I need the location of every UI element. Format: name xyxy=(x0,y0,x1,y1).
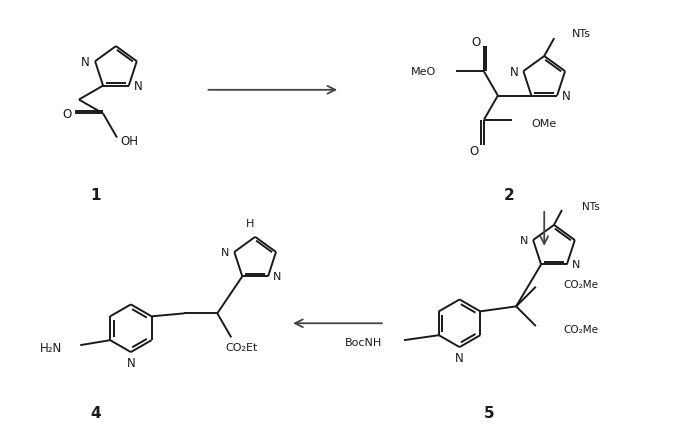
Text: 4: 4 xyxy=(91,405,101,420)
Text: CO₂Me: CO₂Me xyxy=(564,279,598,289)
Text: N: N xyxy=(273,272,281,282)
Text: N: N xyxy=(127,356,135,368)
Text: N: N xyxy=(572,260,580,270)
Text: O: O xyxy=(62,108,72,121)
Text: H: H xyxy=(246,219,254,228)
Text: O: O xyxy=(469,145,479,158)
Text: O: O xyxy=(471,36,481,49)
Text: 5: 5 xyxy=(484,405,495,420)
Text: 1: 1 xyxy=(91,187,101,202)
Text: OH: OH xyxy=(120,135,138,148)
Text: OMe: OMe xyxy=(532,118,557,128)
Text: 2: 2 xyxy=(504,187,514,202)
Text: N: N xyxy=(510,66,519,78)
Text: N: N xyxy=(562,90,570,103)
Text: NTs: NTs xyxy=(582,201,600,212)
Text: N: N xyxy=(520,236,528,245)
Text: N: N xyxy=(134,80,143,93)
Text: CO₂Me: CO₂Me xyxy=(564,324,598,334)
Text: NTs: NTs xyxy=(572,29,591,39)
Text: N: N xyxy=(81,55,90,69)
Text: CO₂Et: CO₂Et xyxy=(225,343,258,352)
Text: BocNH: BocNH xyxy=(345,337,382,347)
Text: N: N xyxy=(455,351,464,364)
Text: H₂N: H₂N xyxy=(40,341,62,354)
Text: MeO: MeO xyxy=(411,67,436,77)
Text: N: N xyxy=(221,248,230,257)
